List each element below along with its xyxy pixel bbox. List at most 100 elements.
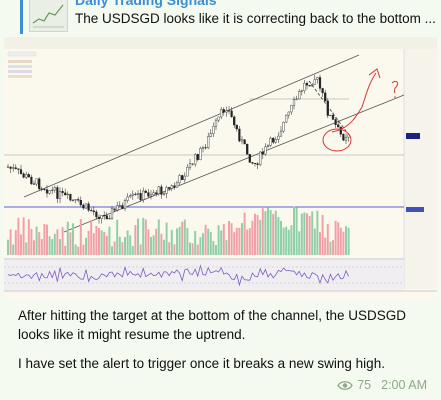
- image-detail: [238, 227, 241, 255]
- image-detail: [212, 240, 215, 255]
- image-detail: [74, 244, 77, 255]
- image-detail: [147, 229, 150, 255]
- image-detail: [214, 119, 218, 127]
- image-detail: [243, 139, 246, 145]
- image-detail: [300, 90, 303, 92]
- image-detail: [220, 109, 223, 118]
- image-detail: [168, 242, 171, 255]
- image-detail: [131, 193, 134, 196]
- image-detail: [243, 212, 246, 255]
- image-detail: [149, 194, 153, 197]
- image-detail: [9, 229, 12, 255]
- image-detail: [170, 229, 173, 255]
- reply-quote[interactable]: Daily Trading Signals The USDSGD looks l…: [20, 0, 436, 34]
- image-detail: [82, 244, 85, 255]
- image-detail: [246, 229, 249, 255]
- image-detail: [248, 154, 251, 163]
- image-detail: [326, 224, 329, 255]
- image-detail: [165, 222, 168, 255]
- image-detail: [319, 232, 321, 255]
- image-detail: [17, 168, 20, 170]
- image-detail: [191, 163, 194, 165]
- image-detail: [48, 236, 51, 255]
- image-detail: [157, 186, 160, 195]
- image-detail: [295, 207, 298, 255]
- image-detail: [139, 244, 142, 255]
- image-detail: [14, 230, 17, 255]
- image-detail: [329, 115, 332, 117]
- image-detail: [324, 92, 327, 102]
- image-detail: [220, 230, 223, 255]
- image-detail: [64, 192, 67, 196]
- image-detail: [144, 190, 147, 193]
- paragraph: After hitting the target at the bottom o…: [18, 308, 406, 342]
- image-detail: [280, 220, 282, 255]
- views-icon: [337, 380, 353, 390]
- image-detail: [160, 233, 163, 255]
- image-detail: [56, 187, 59, 199]
- image-detail: [251, 220, 254, 255]
- image-detail: [217, 116, 220, 121]
- image-detail: [178, 226, 181, 255]
- image-detail: [342, 133, 345, 141]
- image-detail: [267, 207, 269, 255]
- image-detail: [339, 126, 342, 135]
- image-detail: [279, 130, 283, 137]
- image-detail: [92, 210, 95, 213]
- image-detail: [269, 210, 272, 255]
- image-detail: [103, 231, 106, 255]
- image-detail: [116, 219, 119, 255]
- image-detail: [201, 147, 205, 149]
- image-detail: [51, 238, 54, 255]
- image-detail: [9, 166, 12, 169]
- image-detail: [282, 227, 285, 255]
- image-detail: [264, 211, 267, 255]
- image-detail: [235, 124, 238, 130]
- image-detail: [230, 223, 233, 255]
- image-detail: [246, 143, 249, 155]
- image-detail: [332, 240, 334, 255]
- image-detail: [162, 193, 166, 195]
- image-detail: [272, 137, 275, 143]
- image-detail: [103, 215, 106, 217]
- image-detail: [287, 111, 290, 116]
- image-detail: [183, 219, 186, 255]
- image-detail: [308, 85, 311, 87]
- image-detail: [298, 231, 301, 255]
- image-detail: [318, 77, 322, 89]
- image-detail: [298, 91, 301, 100]
- image-detail: [175, 182, 179, 188]
- image-detail: [92, 233, 95, 255]
- image-detail: [100, 215, 103, 219]
- image-detail: [71, 199, 75, 201]
- image-detail: [69, 232, 72, 255]
- image-detail: [59, 239, 61, 255]
- image-detail: [233, 116, 236, 126]
- image-detail: [222, 109, 225, 113]
- image-detail: [33, 240, 35, 255]
- image-detail: [235, 227, 238, 255]
- image-detail: [254, 213, 256, 255]
- image-detail: [331, 115, 335, 120]
- image-detail: [186, 167, 189, 177]
- chart-image[interactable]: [4, 37, 437, 300]
- image-detail: [38, 232, 41, 255]
- image-detail: [110, 208, 114, 219]
- image-detail: [194, 154, 197, 165]
- image-detail: [183, 175, 186, 181]
- image-detail: [316, 77, 319, 80]
- image-detail: [113, 241, 116, 255]
- image-detail: [124, 237, 126, 255]
- image-detail: [105, 235, 108, 255]
- image-detail: [53, 187, 56, 191]
- image-detail: [152, 235, 155, 255]
- image-detail: [95, 225, 98, 255]
- image-detail: [165, 187, 168, 194]
- image-detail: [56, 229, 59, 255]
- image-detail: [129, 195, 132, 198]
- image-detail: [311, 211, 314, 255]
- image-detail: [43, 188, 46, 190]
- image-detail: [40, 188, 43, 190]
- image-detail: [66, 221, 69, 255]
